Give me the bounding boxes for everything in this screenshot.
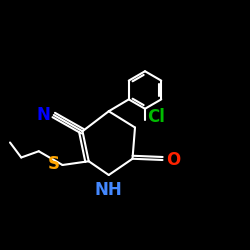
Text: N: N (37, 106, 51, 124)
Text: NH: NH (95, 181, 122, 199)
Text: Cl: Cl (148, 108, 166, 126)
Text: O: O (166, 151, 180, 169)
Text: S: S (48, 155, 60, 173)
